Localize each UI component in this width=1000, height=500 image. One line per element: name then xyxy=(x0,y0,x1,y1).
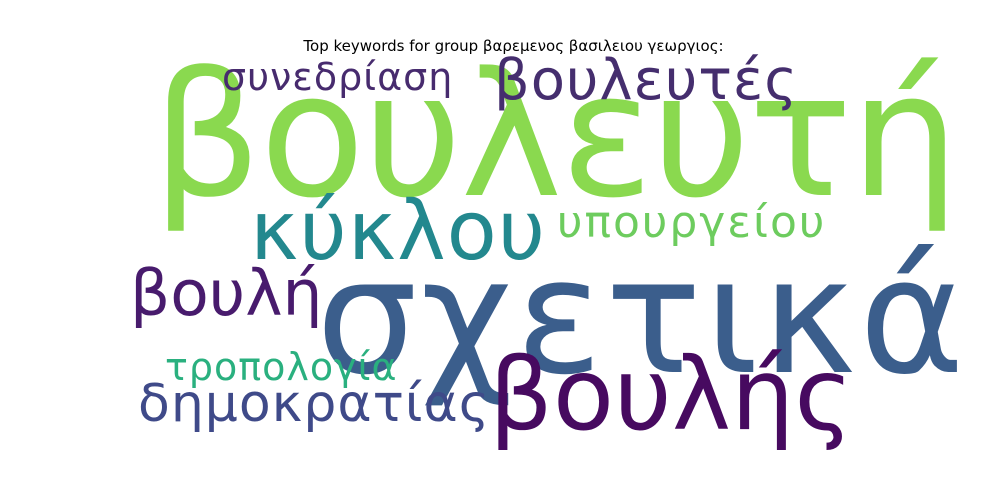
word-tropologia: τροπολογία xyxy=(165,345,398,389)
word-vouleutes: βουλευτές xyxy=(494,48,799,113)
word-ypourgeiou: υπουργείου xyxy=(557,197,827,248)
word-voulis: βουλής xyxy=(489,336,854,453)
word-kyklou: κύκλου xyxy=(250,184,547,279)
chart-title: Top keywords for group βαρεμενος βασιλει… xyxy=(303,37,724,55)
word-schetika: σχετικά xyxy=(316,223,968,410)
word-vouleuti: βουλευτή xyxy=(152,35,959,236)
word-synedriasi: συνεδρίαση xyxy=(222,55,454,99)
word-dimokratias: δημοκρατίας xyxy=(138,374,491,434)
word-vouli: βουλή xyxy=(130,257,323,330)
